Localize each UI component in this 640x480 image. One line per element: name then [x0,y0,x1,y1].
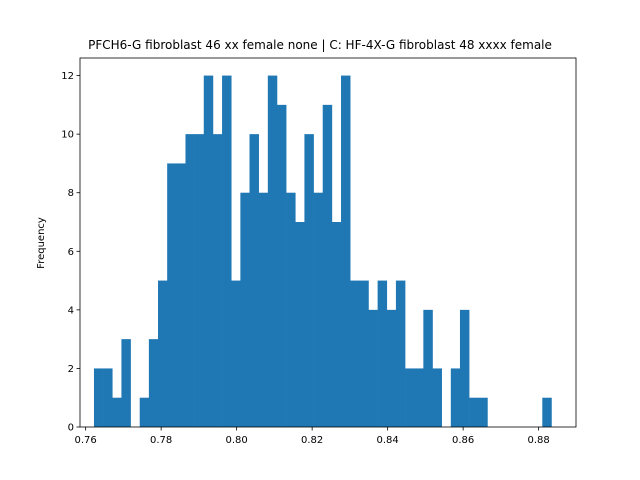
histogram-bar [222,75,232,427]
histogram-bar [258,192,269,427]
histogram-bar [450,368,461,427]
histogram-bar [121,339,131,427]
histogram-bar [432,368,442,427]
x-tick-label: 0.78 [150,435,172,446]
histogram-bar [203,75,214,427]
histogram-bar [377,280,388,427]
histogram-bar [414,368,424,427]
chart-title: PFCH6-G fibroblast 46 xx female none | C… [88,38,552,52]
histogram-bar [469,397,479,427]
histogram-bar [176,163,186,427]
histogram-bar [194,134,205,427]
x-tick-label: 0.84 [377,435,399,446]
y-tick-label: 10 [61,130,74,141]
histogram-bar [212,134,223,427]
x-tick-label: 0.82 [301,435,323,446]
histogram-bar [350,280,360,427]
x-tick-label: 0.76 [75,435,97,446]
histogram-bar [368,309,378,427]
histogram-bar [423,309,433,427]
histogram-bar [276,104,287,428]
y-axis: 0 2 4 6 8 10 12 [61,71,80,434]
histogram-bar [231,280,241,427]
bars [93,75,552,428]
y-tick-label: 4 [68,305,74,316]
histogram-bar [304,134,314,427]
histogram-bar [93,368,104,427]
histogram-bar [331,222,342,427]
histogram-bar [158,280,168,427]
histogram-bar [395,280,406,427]
y-tick-label: 6 [68,247,74,258]
histogram-bar [267,75,278,427]
x-tick-label: 0.88 [527,435,549,446]
y-tick-label: 12 [61,71,74,82]
histogram-bar [359,280,369,427]
histogram-bar [459,309,470,427]
histogram-bar [341,75,351,427]
histogram-bar [295,222,305,427]
histogram-bar [103,368,113,427]
histogram-bar [313,192,324,427]
y-tick-label: 8 [68,188,74,199]
histogram-bar [405,368,415,427]
x-tick-label: 0.80 [226,435,248,446]
histogram-bar [148,339,159,427]
histogram-bar [249,134,259,427]
histogram-bar [167,163,177,427]
histogram-bar [112,397,122,427]
histogram-bar [185,134,195,427]
histogram-bar [478,397,488,427]
histogram-bar [322,104,333,428]
plot-frame [79,57,577,428]
histogram-bar [240,192,250,427]
histogram-bar [386,309,397,427]
y-tick-label: 0 [68,423,74,434]
y-tick-label: 2 [68,364,74,375]
histogram-bar [286,192,296,427]
x-tick-label: 0.86 [452,435,474,446]
x-axis: 0.76 0.78 0.80 0.82 0.84 0.86 0.88 [75,427,550,446]
histogram-bar [542,397,552,427]
histogram-bar [139,397,150,427]
y-axis-label: Frequency [36,217,47,269]
